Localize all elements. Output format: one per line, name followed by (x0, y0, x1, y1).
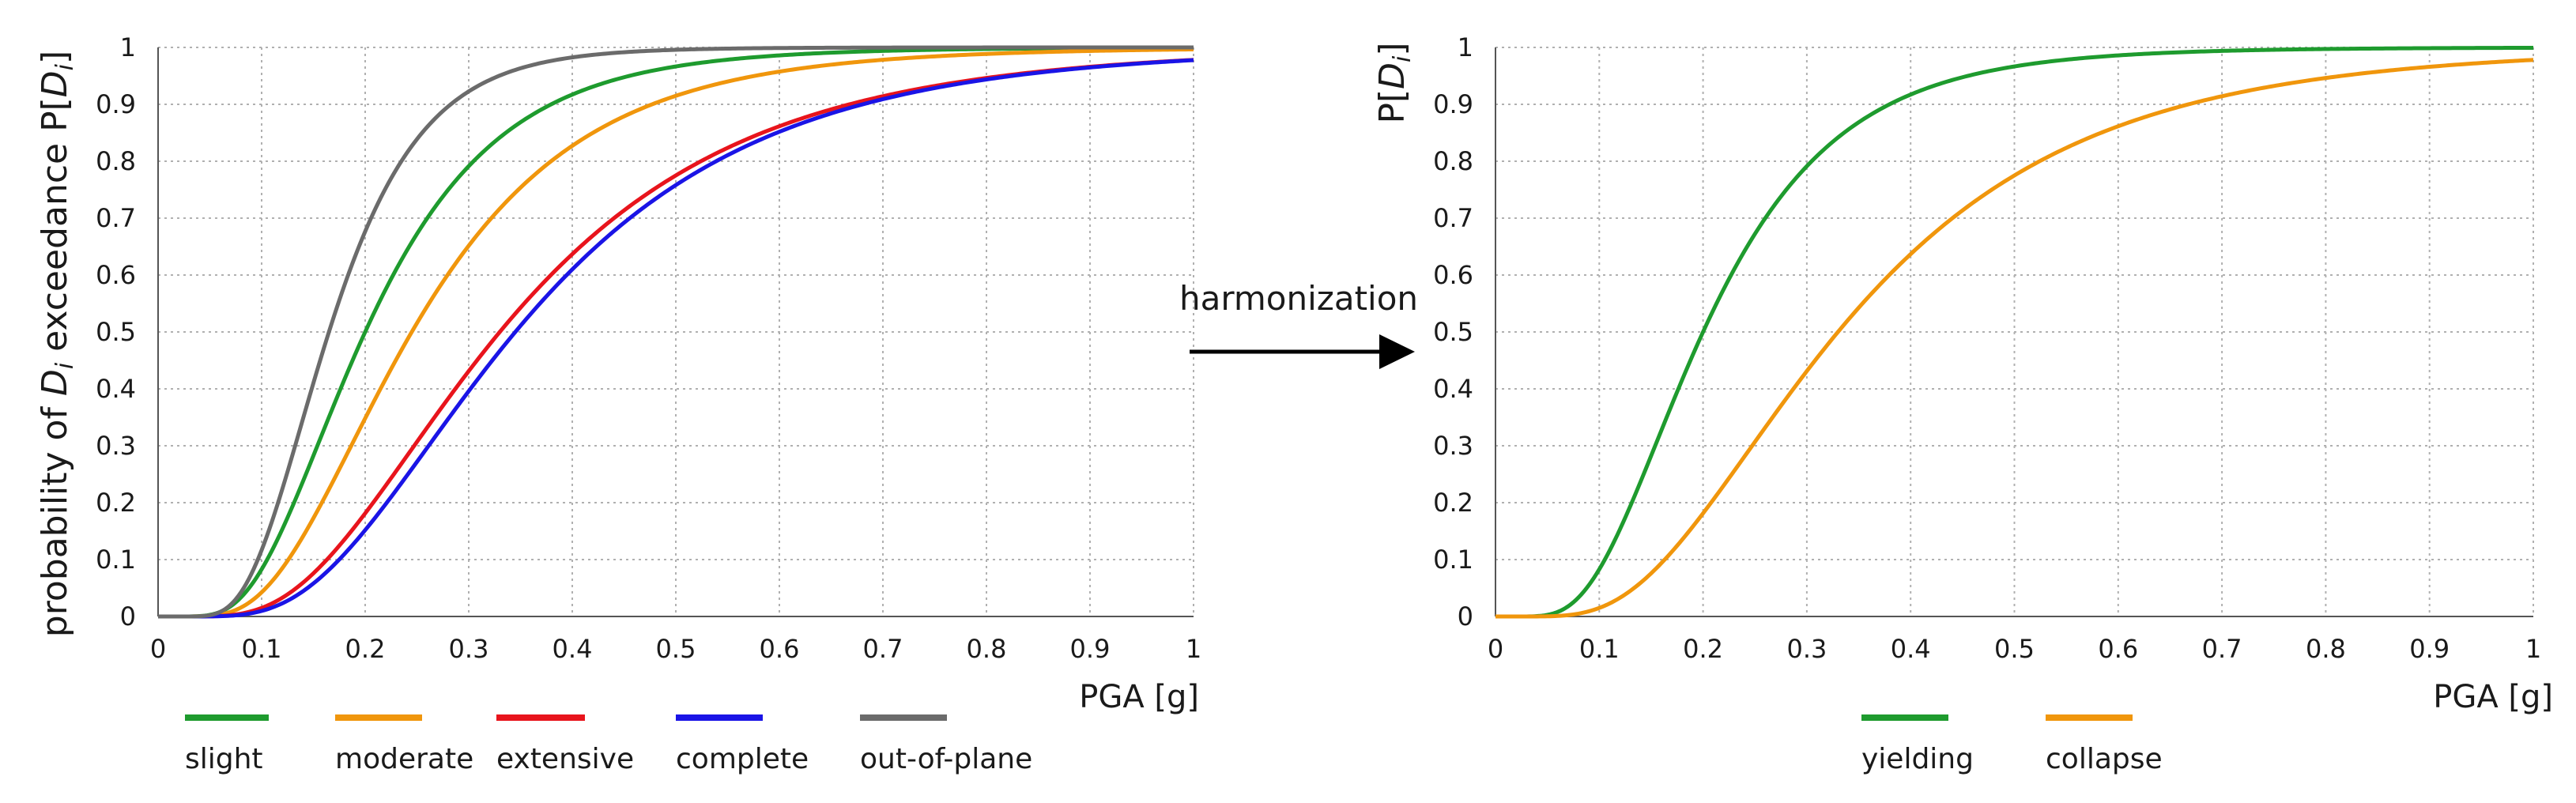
y-tick-label: 1 (120, 32, 136, 62)
y-tick-label: 0.2 (1433, 488, 1473, 518)
y-axis-label: P[Di] (1372, 42, 1416, 123)
y-tick-label: 0 (120, 601, 136, 631)
x-tick-label: 0.2 (1683, 634, 1723, 664)
harmonization-arrow: harmonization (1179, 279, 1418, 369)
x-tick-label: 0.7 (2202, 634, 2242, 664)
y-axis-label-text: probability of (35, 396, 75, 637)
y-tick-label: 0.9 (1433, 89, 1473, 119)
y-axis-label-sub: i (51, 362, 79, 369)
series-line-complete (158, 58, 1194, 619)
x-tick-label: 0.5 (656, 634, 696, 664)
y-axis-label: probability of Di exceedance P[Di] (35, 51, 79, 637)
x-tick-label: 0.8 (2306, 634, 2346, 664)
y-tick-label: 0.5 (96, 317, 136, 347)
series-line-moderate (158, 47, 1194, 619)
ticks-right: 0 0.1 0.2 0.3 0.4 0.5 0.6 0.7 0.8 0.9 1 0 0.1 0.2 0.3 0… (1433, 32, 2541, 664)
y-tick-label: 0.8 (96, 146, 136, 176)
axes-left (157, 47, 1194, 617)
x-tick-label: 0 (1488, 634, 1503, 664)
y-tick-label: 0.4 (1433, 374, 1473, 404)
y-axis-label-text2: ] (1372, 42, 1412, 55)
x-tick-label: 0.8 (967, 634, 1007, 664)
y-tick-label: 0.6 (1433, 260, 1473, 290)
legend-right: yielding collapse (1861, 714, 2163, 775)
y-axis-label-text: P[ (1372, 89, 1412, 124)
chart-fragility-damage-states: 0 0.1 0.2 0.3 0.4 0.5 0.6 0.7 0.8 0.9 1 0 0.1 0.2 0.3 0… (35, 32, 1201, 775)
legend-left: slight moderate extensive complete out-of-pl… (185, 714, 1032, 775)
y-tick-label: 0.7 (1433, 203, 1473, 233)
legend-label-moderate: moderate (335, 743, 473, 775)
x-tick-label: 0.4 (1891, 634, 1931, 664)
x-axis-label: PGA [g] (2433, 679, 2553, 715)
x-tick-label: 0.9 (1070, 634, 1111, 664)
y-tick-label: 0.5 (1433, 317, 1473, 347)
series-right (1495, 45, 2534, 619)
legend-label-extensive: extensive (496, 743, 634, 775)
series-left (158, 45, 1194, 619)
grid-left (158, 47, 1194, 616)
x-tick-label: 0.7 (863, 634, 903, 664)
ticks-left: 0 0.1 0.2 0.3 0.4 0.5 0.6 0.7 0.8 0.9 1 0 0.1 0.2 0.3 0… (96, 32, 1201, 664)
y-axis-label-d2: D (35, 70, 75, 97)
harmonization-label: harmonization (1179, 279, 1418, 318)
series-line-collapse (1495, 58, 2534, 619)
x-tick-label: 0 (150, 634, 166, 664)
legend-label-slight: slight (185, 743, 263, 775)
y-tick-label: 0.1 (96, 545, 136, 575)
x-tick-label: 0.3 (449, 634, 489, 664)
y-axis-label-sub2: i (51, 63, 79, 70)
legend-label-collapse: collapse (2046, 743, 2163, 775)
y-axis-label-d: D (35, 369, 75, 396)
legend-label-yielding: yielding (1861, 743, 1974, 775)
y-axis-label-text2: exceedance P[ (35, 97, 75, 363)
x-tick-label: 1 (2525, 634, 2541, 664)
arrow-head-icon (1379, 334, 1415, 369)
x-tick-label: 0.2 (345, 634, 386, 664)
x-axis-label: PGA [g] (1079, 679, 1199, 715)
x-tick-label: 0.1 (1579, 634, 1620, 664)
x-tick-label: 0.1 (242, 634, 282, 664)
x-tick-label: 0.4 (553, 634, 593, 664)
y-tick-label: 0.4 (96, 374, 136, 404)
y-tick-label: 0.3 (1433, 431, 1473, 461)
chart-fragility-harmonized: 0 0.1 0.2 0.3 0.4 0.5 0.6 0.7 0.8 0.9 1 0 0.1 0.2 0.3 0… (1372, 32, 2553, 775)
y-axis-label-sub: i (1389, 55, 1416, 62)
series-line-out-of-plane (158, 45, 1194, 619)
y-tick-label: 0.9 (96, 89, 136, 119)
y-tick-label: 0 (1458, 601, 1473, 631)
y-tick-label: 0.1 (1433, 545, 1473, 575)
x-tick-label: 1 (1186, 634, 1201, 664)
x-tick-label: 0.6 (760, 634, 800, 664)
y-tick-label: 0.7 (96, 203, 136, 233)
y-axis-label-text3: ] (35, 51, 75, 64)
axes-right (1495, 47, 2533, 617)
x-tick-label: 0.9 (2409, 634, 2450, 664)
y-tick-label: 0.3 (96, 431, 136, 461)
x-tick-label: 0.5 (1994, 634, 2035, 664)
x-tick-label: 0.3 (1786, 634, 1827, 664)
grid-right (1495, 47, 2534, 616)
y-axis-label-d: D (1372, 62, 1412, 89)
y-tick-label: 1 (1458, 32, 1473, 62)
y-tick-label: 0.6 (96, 260, 136, 290)
y-tick-label: 0.2 (96, 488, 136, 518)
y-tick-label: 0.8 (1433, 146, 1473, 176)
series-line-yielding (1495, 45, 2534, 619)
legend-label-out-of-plane: out-of-plane (860, 743, 1032, 775)
x-tick-label: 0.6 (2098, 634, 2138, 664)
legend-label-complete: complete (676, 743, 809, 775)
